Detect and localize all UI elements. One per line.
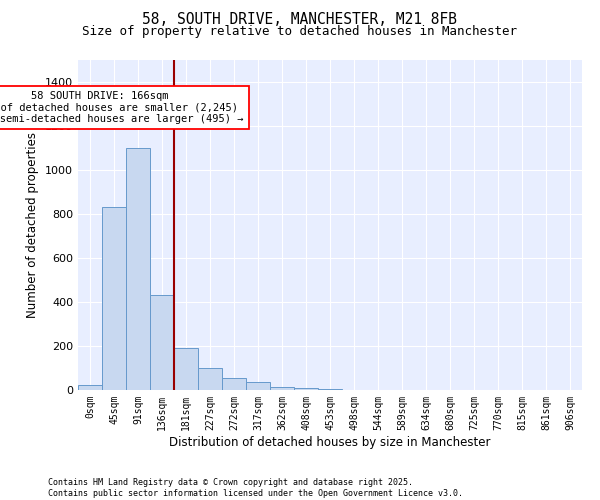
Bar bbox=[150, 296, 174, 390]
Bar bbox=[102, 208, 126, 390]
Bar bbox=[270, 386, 294, 390]
Text: Size of property relative to detached houses in Manchester: Size of property relative to detached ho… bbox=[83, 25, 517, 38]
X-axis label: Distribution of detached houses by size in Manchester: Distribution of detached houses by size … bbox=[169, 436, 491, 448]
Bar bbox=[222, 378, 246, 390]
Text: 58 SOUTH DRIVE: 166sqm
← 82% of detached houses are smaller (2,245)
18% of semi-: 58 SOUTH DRIVE: 166sqm ← 82% of detached… bbox=[0, 91, 244, 124]
Bar bbox=[294, 388, 318, 390]
Bar bbox=[246, 382, 270, 390]
Y-axis label: Number of detached properties: Number of detached properties bbox=[26, 132, 40, 318]
Text: 58, SOUTH DRIVE, MANCHESTER, M21 8FB: 58, SOUTH DRIVE, MANCHESTER, M21 8FB bbox=[143, 12, 458, 28]
Bar bbox=[174, 348, 198, 390]
Text: Contains HM Land Registry data © Crown copyright and database right 2025.
Contai: Contains HM Land Registry data © Crown c… bbox=[48, 478, 463, 498]
Bar bbox=[126, 148, 150, 390]
Bar bbox=[318, 389, 342, 390]
Bar bbox=[78, 384, 102, 390]
Bar bbox=[198, 368, 222, 390]
